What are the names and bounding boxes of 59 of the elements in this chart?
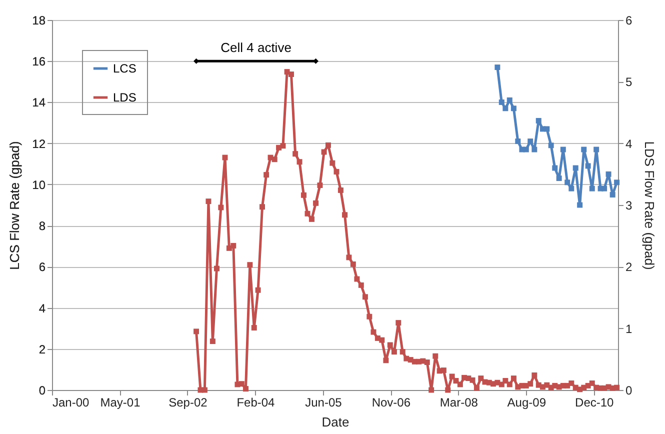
point: [506, 97, 512, 103]
point: [536, 118, 542, 124]
y2-tick-label: 4: [626, 136, 632, 151]
legend-label: LCS: [113, 62, 136, 76]
y2-axis-title: LDS Flow Rate (gpad): [642, 141, 658, 270]
point: [606, 171, 612, 177]
y2-tick-label: 0: [626, 384, 632, 398]
y2-tick-label: 3: [626, 198, 632, 212]
point: [564, 180, 570, 186]
x-tick-label: Jan-00: [52, 396, 90, 410]
point: [589, 186, 595, 192]
point: [556, 176, 562, 182]
y2-tick-label: 2: [626, 260, 632, 274]
y-tick-label: 0: [38, 384, 46, 398]
point: [532, 146, 538, 152]
y2-tick-label: 1: [626, 322, 632, 336]
point: [614, 180, 620, 186]
point: [494, 64, 500, 70]
point: [544, 126, 550, 132]
point: [498, 99, 504, 105]
y2-tick-label: 5: [626, 75, 632, 90]
point: [594, 146, 600, 152]
point: [510, 106, 516, 112]
annotation: Cell 4 active: [220, 40, 292, 56]
point: [523, 146, 529, 152]
point: [515, 138, 521, 144]
y2-tick-label: 6: [626, 14, 632, 28]
point: [548, 142, 554, 148]
x-tick-label: Feb-04: [236, 396, 276, 410]
x-tick-label: Jun-05: [305, 396, 342, 410]
x-axis-title: Date: [322, 414, 350, 430]
point: [610, 192, 616, 198]
x-tick-label: Mar-08: [440, 396, 478, 410]
y-tick-label: 10: [32, 178, 46, 192]
x-tick-label: Sep-02: [168, 396, 208, 410]
y-tick-label: 6: [38, 260, 46, 274]
point: [552, 165, 558, 171]
point: [560, 146, 566, 152]
point: [602, 186, 608, 192]
x-tick-label: Nov-06: [372, 396, 411, 410]
point: [502, 106, 508, 112]
point: [528, 138, 534, 144]
legend-label: LDS: [113, 90, 136, 104]
y-tick-label: 16: [32, 54, 46, 69]
point: [572, 165, 578, 171]
y-tick-label: 8: [38, 219, 46, 234]
y-tick-label: 14: [32, 96, 46, 110]
y-tick-label: 18: [32, 14, 46, 28]
y-axis-title: LCS Flow Rate (gpad): [7, 141, 22, 270]
point: [577, 202, 583, 208]
x-tick-label: Dec-10: [575, 396, 614, 410]
y-tick-label: 12: [32, 136, 46, 151]
x-tick-label: Aug-09: [507, 396, 546, 410]
x-tick-label: May-01: [100, 396, 141, 410]
point: [585, 163, 591, 169]
point: [581, 146, 587, 152]
y-tick-label: 2: [38, 342, 46, 356]
y-tick-label: 4: [38, 301, 46, 316]
point: [568, 186, 574, 192]
